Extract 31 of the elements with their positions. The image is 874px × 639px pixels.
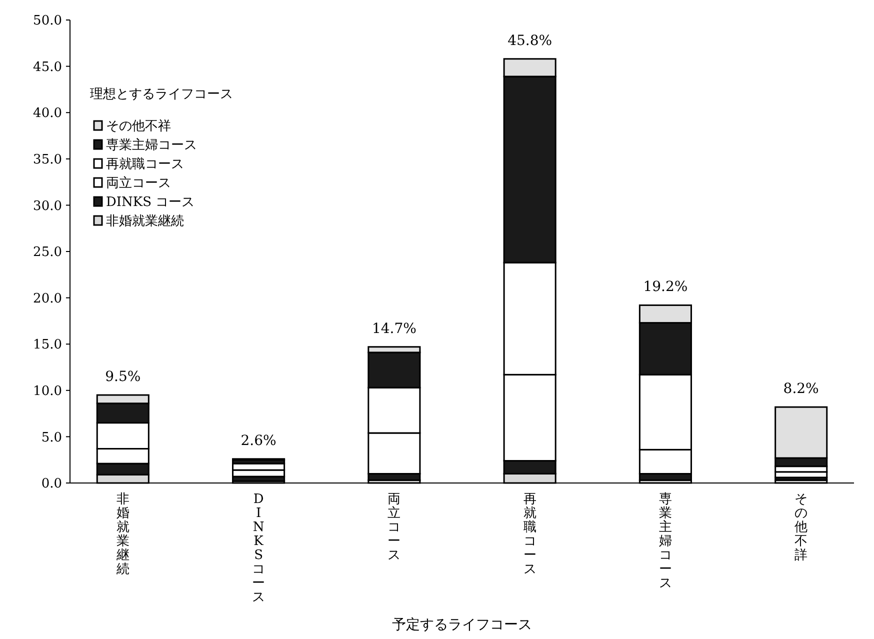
x-axis-title: 予定するライフコース — [392, 617, 532, 633]
x-tick-label: その他不詳 — [794, 492, 808, 563]
y-tick-label: 50.0 — [33, 14, 62, 29]
x-tick-label: 再就職コース — [523, 492, 536, 577]
total-label: 9.5% — [105, 369, 141, 386]
legend-label: 再就職コース — [106, 157, 184, 172]
legend-title: 理想とするライフコース — [90, 87, 233, 102]
y-tick-label: 20.0 — [33, 291, 62, 306]
y-tick-label: 0.0 — [41, 476, 62, 492]
x-tick-label: 両立コース — [388, 492, 401, 563]
legend-label: 非婚就業継続 — [106, 214, 184, 229]
x-tick-label: 専業主婦コース — [658, 492, 672, 591]
total-label: 19.2% — [643, 279, 688, 296]
total-label: 45.8% — [508, 32, 552, 49]
y-tick-label: 35.0 — [33, 152, 62, 168]
y-tick-label: 30.0 — [33, 198, 62, 214]
y-tick-label: 10.0 — [33, 384, 62, 399]
total-label: 2.6% — [240, 432, 276, 449]
y-tick-label: 15.0 — [33, 338, 62, 353]
legend-label: DINKS コース — [106, 195, 195, 210]
legend-label: 両立コース — [106, 175, 171, 191]
legend-label: 専業主婦コース — [106, 137, 197, 153]
y-tick-label: 25.0 — [33, 245, 62, 260]
y-tick-label: 40.0 — [33, 106, 62, 122]
x-tick-label: 非婚就業継続 — [115, 492, 130, 577]
x-tick-label: DINKSコース — [252, 492, 266, 605]
y-tick-label: 45.0 — [33, 60, 62, 75]
legend-label: その他不祥 — [106, 119, 171, 134]
y-tick-label: 5.0 — [41, 430, 62, 446]
total-label: 14.7% — [372, 320, 416, 337]
total-label: 8.2% — [783, 381, 819, 398]
